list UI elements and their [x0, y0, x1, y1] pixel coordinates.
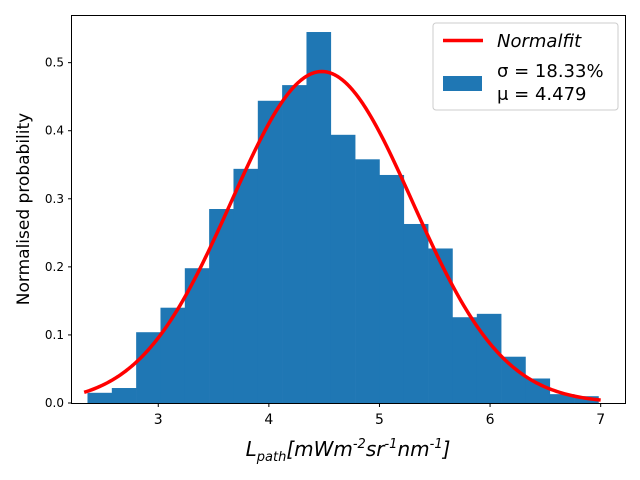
histogram-bar	[111, 388, 137, 403]
legend-sigma-label: σ = 18.33%	[497, 61, 604, 82]
histogram-bar	[257, 100, 283, 404]
histogram-bar	[87, 392, 113, 403]
histogram-bar	[452, 317, 478, 403]
y-tick-label: 0.0	[45, 396, 64, 410]
x-axis-ticks: 3 4 5 6 7	[154, 403, 605, 428]
y-tick-label: 0.2	[45, 260, 64, 274]
histogram-bar	[306, 32, 332, 404]
x-tick-label: 7	[596, 412, 605, 428]
histogram-bar	[428, 248, 453, 403]
histogram-bar	[501, 356, 526, 403]
axes-frame	[71, 15, 626, 404]
x-tick-label: 5	[375, 412, 384, 428]
legend-patch-swatch	[443, 76, 482, 91]
legend-mu-label: μ = 4.479	[497, 84, 587, 105]
x-axis-label: Lpath[mWm-2sr-1nm-1]	[246, 437, 451, 465]
histogram-bar	[330, 134, 356, 404]
histogram-bar	[403, 223, 429, 403]
y-tick-label: 0.1	[45, 328, 64, 342]
x-tick-label: 3	[154, 412, 163, 428]
y-tick-label: 0.5	[45, 56, 64, 70]
histogram-bar	[355, 159, 380, 403]
x-tick-label: 6	[486, 412, 495, 428]
chart-legend: Normalfit σ = 18.33% μ = 4.479	[432, 22, 619, 111]
normal-fit-curve	[83, 69, 601, 402]
histogram-bar	[476, 313, 502, 403]
histogram-bar	[549, 394, 575, 403]
histogram-bar	[136, 332, 161, 403]
y-tick-label: 0.4	[45, 124, 64, 138]
y-axis-ticks: 0.0 0.1 0.2 0.3 0.4 0.5	[45, 56, 72, 410]
y-tick-label: 0.3	[45, 192, 64, 206]
legend-fit-label: Normalfit	[497, 31, 582, 52]
y-axis-label: Normalised probability	[14, 113, 34, 305]
x-tick-label: 4	[264, 412, 273, 428]
histogram-bar	[379, 174, 405, 403]
histogram-bar	[282, 85, 307, 404]
histogram-bar	[233, 168, 259, 403]
histogram-bar	[160, 307, 186, 403]
